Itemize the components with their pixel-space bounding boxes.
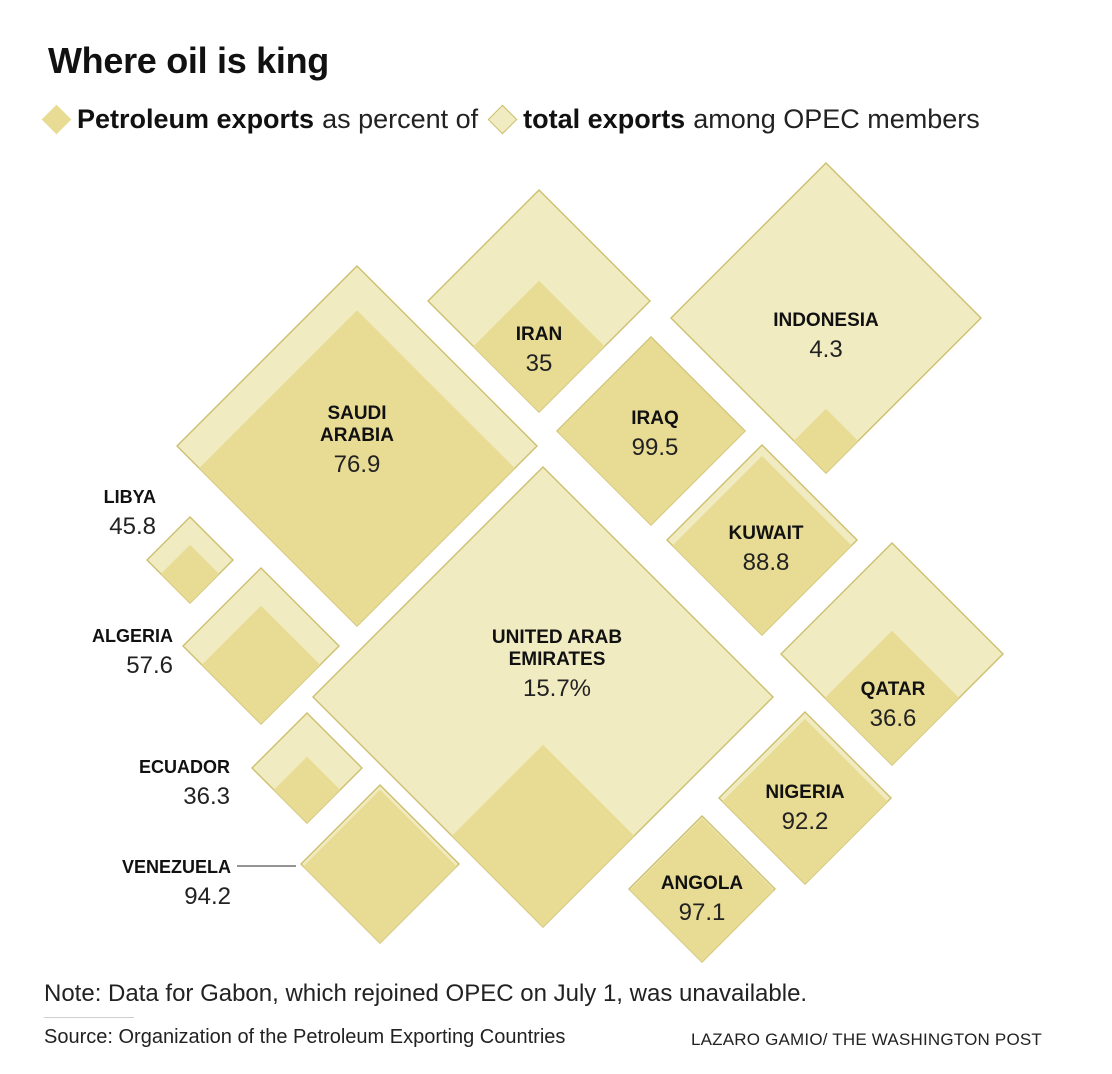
country-label-united-arab-emirates-line-2: EMIRATES xyxy=(509,649,606,670)
petroleum-exports-diamond-iran xyxy=(473,280,605,412)
diamond-libya xyxy=(146,516,234,604)
value-label-angola: 97.1 xyxy=(679,899,726,926)
credit-text: LAZARO GAMIO/ THE WASHINGTON POST xyxy=(690,1030,1042,1049)
country-label-qatar: QATAR xyxy=(861,679,926,700)
petroleum-exports-diamond-saudi-arabia xyxy=(199,310,515,626)
diamond-united-arab-emirates xyxy=(312,466,774,928)
value-label-algeria: 57.6 xyxy=(126,652,173,679)
legend-connector: as percent of xyxy=(322,103,479,134)
diamond-iran xyxy=(427,189,651,413)
diamond-saudi-arabia xyxy=(176,265,538,627)
value-label-ecuador: 36.3 xyxy=(183,783,230,810)
source-text: Source: Organization of the Petroleum Ex… xyxy=(44,1026,566,1048)
chart-title: Where oil is king xyxy=(48,40,329,81)
value-label-venezuela: 94.2 xyxy=(184,883,231,910)
petroleum-exports-diamond-kuwait xyxy=(672,455,852,635)
petroleum-exports-diamond-qatar xyxy=(824,630,960,765)
legend: Petroleum exports as percent of total ex… xyxy=(40,101,980,137)
country-label-iraq: IRAQ xyxy=(631,408,679,429)
diamond-indonesia xyxy=(670,162,982,474)
value-label-united-arab-emirates: 15.7% xyxy=(523,675,591,702)
value-label-indonesia: 4.3 xyxy=(809,336,842,363)
petroleum-exports-diamond-ecuador xyxy=(273,756,341,823)
country-label-saudi-arabia-line-2: ARABIA xyxy=(320,425,394,446)
country-label-ecuador: ECUADOR xyxy=(139,757,230,777)
petroleum-exports-diamond-united-arab-emirates xyxy=(451,744,635,927)
diamond-ecuador xyxy=(251,712,363,824)
petroleum-exports-diamond-nigeria xyxy=(722,718,888,884)
value-label-libya: 45.8 xyxy=(109,513,156,540)
legend-suffix: among OPEC members xyxy=(693,103,980,134)
petroleum-exports-diamond-iraq xyxy=(557,337,745,525)
value-label-nigeria: 92.2 xyxy=(782,808,829,835)
footer-divider xyxy=(44,1017,134,1018)
country-label-united-arab-emirates-line-1: UNITED ARAB xyxy=(492,627,622,648)
country-label-angola: ANGOLA xyxy=(661,873,744,894)
country-label-venezuela: VENEZUELA xyxy=(122,857,231,877)
value-label-kuwait: 88.8 xyxy=(743,549,790,576)
country-label-saudi-arabia-line-1: SAUDI xyxy=(327,403,386,424)
country-label-indonesia: INDONESIA xyxy=(773,310,879,331)
value-label-qatar: 36.6 xyxy=(870,705,917,732)
diamond-iraq xyxy=(556,336,746,526)
country-label-algeria: ALGERIA xyxy=(92,626,173,646)
petroleum-exports-diamond-libya xyxy=(160,544,220,603)
value-label-saudi-arabia: 76.9 xyxy=(334,451,381,478)
diamond-angola xyxy=(628,815,776,963)
country-label-libya: LIBYA xyxy=(104,487,156,507)
diamond-algeria xyxy=(182,567,340,725)
diamond-qatar xyxy=(780,542,1004,766)
note-text: Note: Data for Gabon, which rejoined OPE… xyxy=(44,980,808,1007)
diamond-venezuela xyxy=(300,784,460,944)
petroleum-exports-diamond-angola xyxy=(630,818,774,962)
legend-petroleum-label: Petroleum exports xyxy=(77,103,315,134)
diamond-kuwait xyxy=(666,444,858,636)
legend-total-label: total exports xyxy=(523,103,686,134)
value-label-iraq: 99.5 xyxy=(632,434,679,461)
petroleum-exports-diamond-venezuela xyxy=(303,789,457,943)
country-label-kuwait: KUWAIT xyxy=(729,523,804,544)
diamond-nigeria xyxy=(718,711,892,885)
petroleum-exports-diamond-algeria xyxy=(201,605,321,724)
value-label-iran: 35 xyxy=(526,350,553,377)
country-label-nigeria: NIGERIA xyxy=(765,782,844,803)
country-label-iran: IRAN xyxy=(516,324,562,345)
petroleum-exports-diamond-indonesia xyxy=(793,408,859,473)
